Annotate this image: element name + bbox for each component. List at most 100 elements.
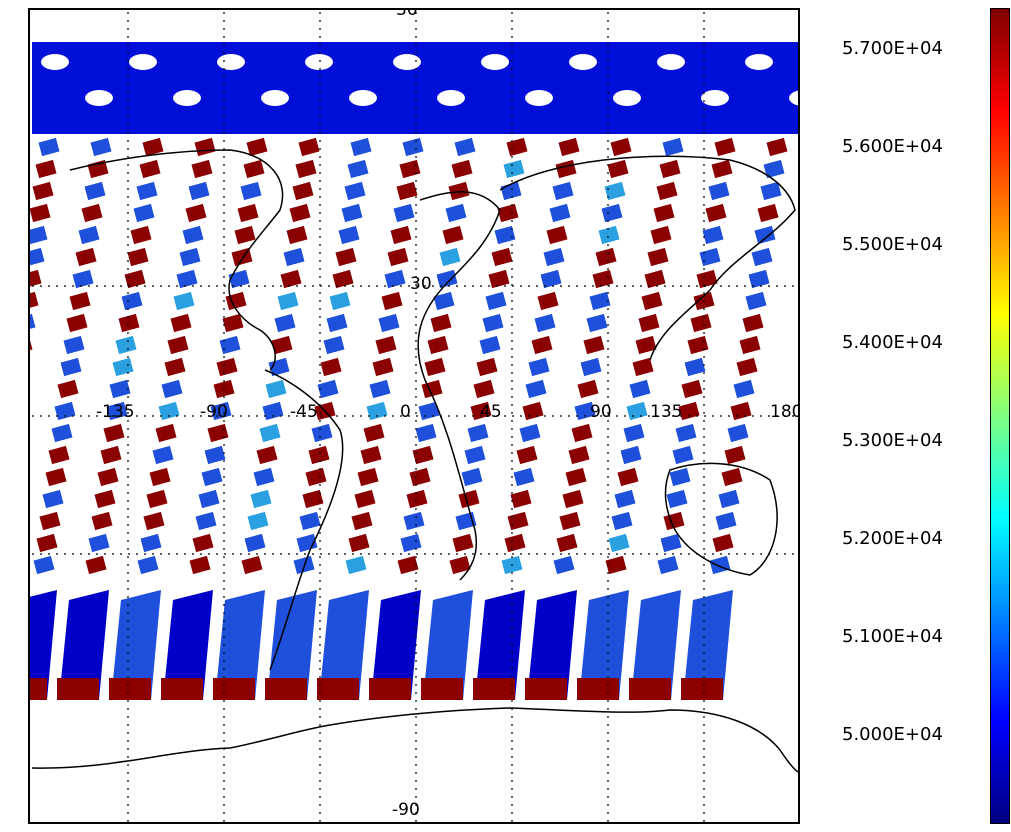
swath-cell [696, 269, 718, 289]
swath-foot [525, 678, 567, 700]
swath-cell [531, 335, 553, 355]
swath-cell [188, 181, 210, 201]
swath-cell [525, 379, 547, 399]
swath-cell [143, 511, 165, 531]
swath-cell [191, 159, 213, 179]
swath-cell [614, 489, 636, 509]
swath-cell [699, 247, 721, 267]
swath-cell [449, 555, 471, 575]
swath-cell [283, 247, 305, 267]
swath-cell [748, 269, 770, 289]
swath-cell [320, 357, 342, 377]
swath-cell [112, 357, 134, 377]
swath-cell [528, 357, 550, 377]
swath-cell [176, 269, 198, 289]
swath-cell [152, 445, 174, 465]
swath-cell [195, 511, 217, 531]
swath-cell [115, 335, 137, 355]
band-gap [41, 54, 69, 70]
swath-cell [30, 203, 51, 223]
swath-cell [504, 533, 526, 553]
swath-cell [623, 423, 645, 443]
swath-cell [604, 181, 626, 201]
swath-cell [409, 467, 431, 487]
swath-cell [629, 379, 651, 399]
swath-lower [527, 590, 577, 700]
swath-cell [124, 269, 146, 289]
band-gap [525, 90, 553, 106]
map-frame: 30 30 -90 -135 -90 -45 0 45 90 135 180 [28, 8, 800, 824]
swath-cell [280, 269, 302, 289]
swath-cell [69, 291, 91, 311]
swath-cell [430, 313, 452, 333]
swath-cell [375, 335, 397, 355]
swath-cell [666, 489, 688, 509]
swath-lower [683, 590, 733, 700]
swath-cell [601, 203, 623, 223]
swath-cell [348, 533, 370, 553]
swath-cell [607, 159, 629, 179]
swath-cell [611, 511, 633, 531]
swath-cell [608, 533, 630, 553]
band-gap [569, 54, 597, 70]
swath-cell [338, 225, 360, 245]
swath-cell [30, 247, 45, 267]
swath-cell [198, 489, 220, 509]
swath-cell [42, 489, 64, 509]
swath-cell [565, 467, 587, 487]
swath-cell [207, 423, 229, 443]
swath-cell [393, 203, 415, 223]
swath-cell [454, 137, 476, 157]
swath-cell [763, 159, 785, 179]
swath-cell [85, 555, 107, 575]
colorbar-label: 5.100E+04 [842, 626, 943, 647]
band-gap [393, 54, 421, 70]
band-gap [745, 54, 773, 70]
swath-cell [473, 379, 495, 399]
swath-cell [415, 423, 437, 443]
swath-cell [142, 137, 164, 157]
swath-cell [555, 159, 577, 179]
swath-cell [30, 291, 39, 311]
swath-cell [751, 247, 773, 267]
colorbar-label: 5.300E+04 [842, 430, 943, 451]
swaths [30, 137, 788, 700]
swath-cell [137, 555, 159, 575]
swath-lower [111, 590, 161, 700]
swath-cell [378, 313, 400, 333]
swath-cell [305, 467, 327, 487]
swath-cell [730, 401, 752, 421]
swath-cell [711, 159, 733, 179]
swath-foot [57, 678, 99, 700]
swath-cell [760, 181, 782, 201]
swath-cell [30, 225, 48, 245]
swath-cell [687, 335, 709, 355]
swath-cell [684, 357, 706, 377]
band-gap [349, 90, 377, 106]
swath-cell [118, 313, 140, 333]
swath-cell [185, 203, 207, 223]
swath-cell [323, 335, 345, 355]
swath-cell [63, 335, 85, 355]
band-gap [305, 54, 333, 70]
swath-cell [292, 181, 314, 201]
swath-cell [38, 137, 60, 157]
swath-cell [721, 467, 743, 487]
swath-lower [59, 590, 109, 700]
equator-tick-label: 45 [480, 402, 502, 422]
swath-cell [88, 533, 110, 553]
colorbar-label: 5.500E+04 [842, 234, 943, 255]
swath-cell [57, 379, 79, 399]
swath-cell [360, 445, 382, 465]
swath-cell [158, 401, 180, 421]
swath-cell [577, 379, 599, 399]
swath-cell [253, 467, 275, 487]
swath-cell [403, 511, 425, 531]
swath-cell [537, 291, 559, 311]
swath-cell [308, 445, 330, 465]
swath-cell [262, 401, 284, 421]
colorbar-label: 5.400E+04 [842, 332, 943, 353]
swath-cell [745, 291, 767, 311]
equator-tick-label: 90 [590, 402, 612, 422]
swath-cell [399, 159, 421, 179]
